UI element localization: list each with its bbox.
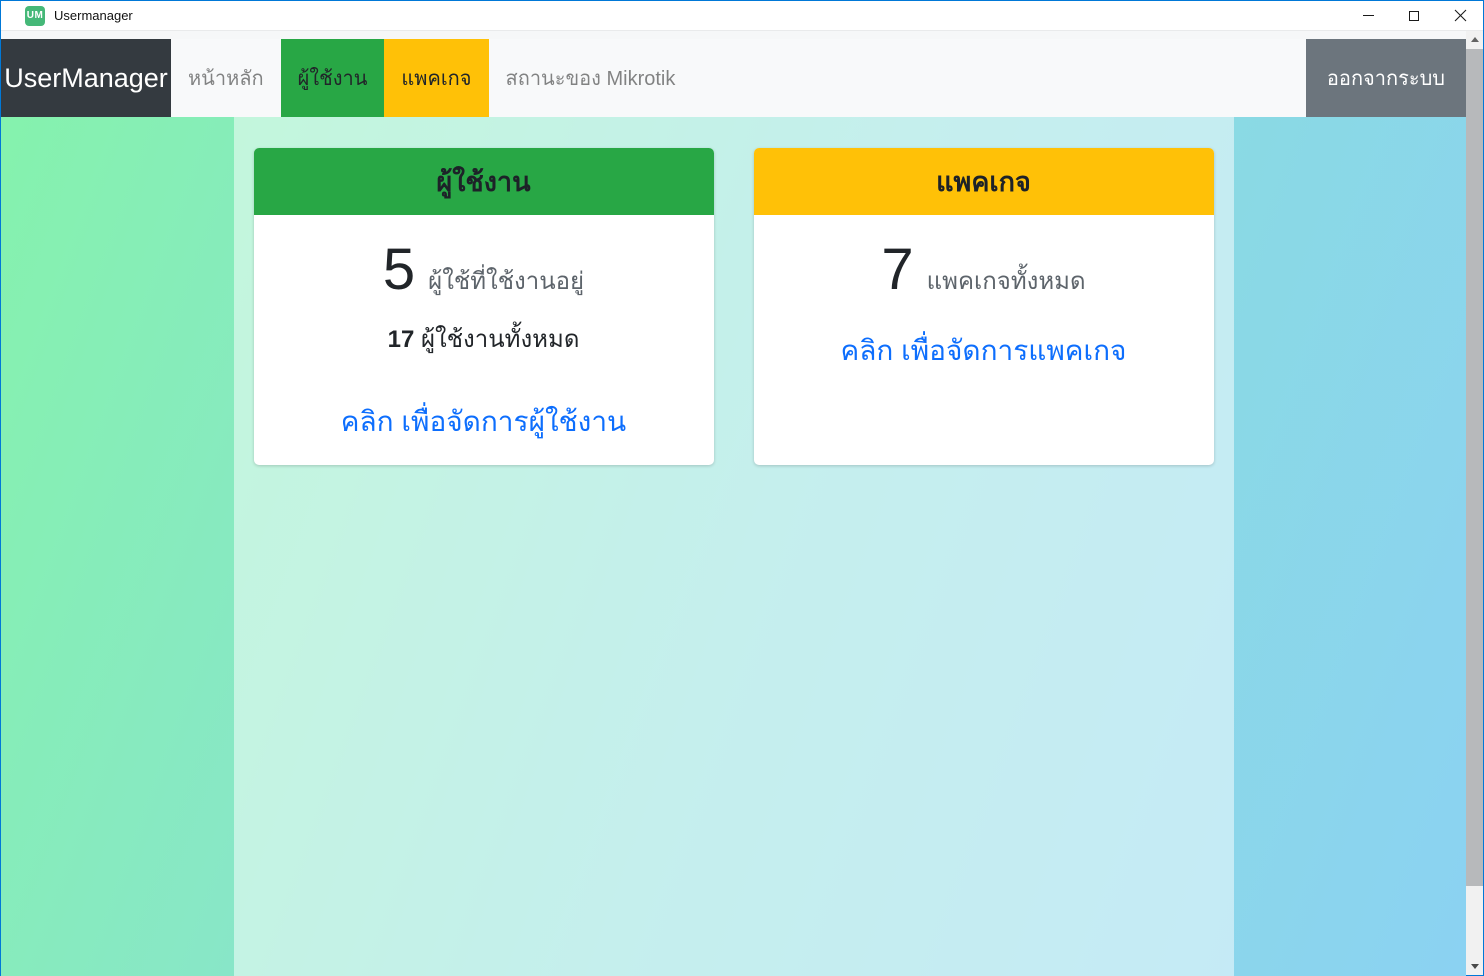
navbar-brand[interactable]: UserManager [1, 39, 171, 117]
nav-item-users[interactable]: ผู้ใช้งาน [280, 39, 385, 117]
total-packages-label: แพคเกจทั้งหมด [926, 268, 1086, 295]
maximize-button[interactable] [1391, 1, 1437, 30]
scroll-down-button[interactable] [1466, 958, 1483, 975]
minimize-icon [1362, 15, 1374, 16]
active-users-count: 5 [382, 237, 416, 302]
app-icon: UM [25, 5, 45, 26]
total-users-row: 17 ผู้ใช้งานทั้งหมด [272, 319, 696, 358]
page-top-strip [1, 31, 1483, 39]
scroll-down-icon [1470, 964, 1479, 969]
packages-card: แพคเกจ 7 แพคเกจทั้งหมด คลิก เพื่อจัดการแพ… [753, 148, 1214, 465]
scroll-up-icon [1470, 37, 1479, 42]
nav-item-home[interactable]: หน้าหลัก [188, 68, 264, 90]
minimize-button[interactable] [1345, 1, 1391, 30]
close-button[interactable] [1437, 1, 1483, 30]
vertical-scrollbar[interactable] [1466, 31, 1483, 975]
total-users-label: ผู้ใช้งานทั้งหมด [420, 326, 580, 353]
main-area: ผู้ใช้งาน 5 ผู้ใช้ที่ใช้งานอยู่ 17 ผู้ใช้… [1, 117, 1466, 976]
window-titlebar: UM Usermanager [1, 1, 1483, 31]
users-card-header: ผู้ใช้งาน [253, 148, 714, 215]
content-container: ผู้ใช้งาน 5 ผู้ใช้ที่ใช้งานอยู่ 17 ผู้ใช้… [233, 117, 1234, 976]
packages-card-body: 7 แพคเกจทั้งหมด คลิก เพื่อจัดการแพคเกจ [754, 215, 1214, 373]
active-users-label: ผู้ใช้ที่ใช้งานอยู่ [428, 268, 585, 295]
close-icon [1454, 9, 1466, 22]
nav-item-packages[interactable]: แพคเกจ [384, 39, 489, 117]
logout-button[interactable]: ออกจากระบบ [1305, 39, 1466, 117]
scroll-up-button[interactable] [1466, 31, 1483, 48]
manage-users-link[interactable]: คลิก เพื่อจัดการผู้ใช้งาน [340, 406, 627, 437]
users-card: ผู้ใช้งาน 5 ผู้ใช้ที่ใช้งานอยู่ 17 ผู้ใช้… [253, 148, 714, 465]
maximize-icon [1409, 10, 1419, 21]
navbar: UserManager หน้าหลัก ผู้ใช้งาน แพคเกจ สถ… [1, 39, 1466, 117]
active-users-row: 5 ผู้ใช้ที่ใช้งานอยู่ [272, 241, 696, 299]
total-users-count: 17 [387, 326, 415, 353]
manage-packages-row: คลิก เพื่อจัดการแพคเกจ [772, 329, 1196, 373]
total-packages-row: 7 แพคเกจทั้งหมด [772, 241, 1196, 299]
packages-card-header: แพคเกจ [753, 148, 1214, 215]
manage-users-row: คลิก เพื่อจัดการผู้ใช้งาน [272, 400, 696, 444]
window-title: Usermanager [54, 8, 133, 23]
scrollbar-thumb[interactable] [1466, 49, 1483, 886]
manage-packages-link[interactable]: คลิก เพื่อจัดการแพคเกจ [840, 335, 1127, 366]
total-packages-count: 7 [881, 237, 914, 302]
users-card-body: 5 ผู้ใช้ที่ใช้งานอยู่ 17 ผู้ใช้งานทั้งหมด… [254, 215, 714, 444]
window-controls [1345, 1, 1483, 30]
nav-item-mikrotik-status[interactable]: สถานะของ Mikrotik [505, 68, 676, 90]
